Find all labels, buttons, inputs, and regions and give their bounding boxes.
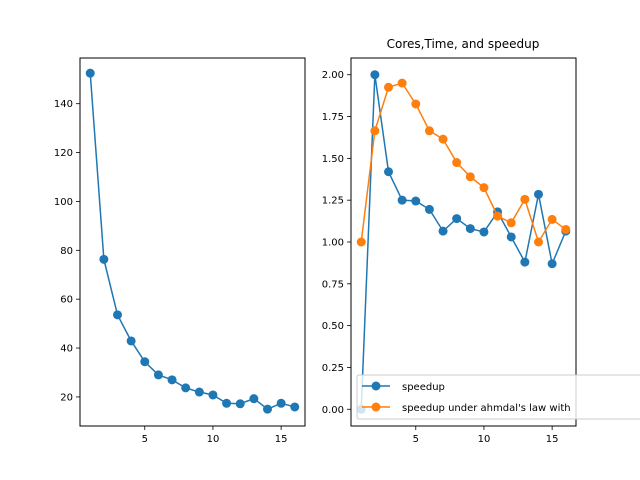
data-point	[397, 195, 407, 205]
x-tick-label: 10	[207, 434, 220, 445]
data-point	[452, 214, 462, 224]
y-tick-label: 60	[60, 295, 73, 306]
data-point	[126, 336, 136, 346]
data-point	[534, 237, 543, 247]
y-tick-label: 0.50	[322, 321, 344, 332]
y-tick-label: 0.75	[322, 279, 344, 290]
data-point	[424, 204, 434, 214]
data-point	[153, 370, 163, 380]
time-plot-y-axis: 20 40 60 80 100 120 140	[54, 99, 80, 403]
speedup-plot-x-axis: 5 10 15	[413, 426, 559, 445]
data-point	[424, 126, 434, 136]
y-tick-label: 100	[54, 197, 73, 208]
time-plot-frame	[79, 57, 306, 427]
y-tick-label: 1.75	[322, 112, 344, 123]
y-tick-label: 120	[54, 148, 73, 159]
y-tick-label: 40	[60, 344, 73, 355]
legend-label-speedup: speedup	[402, 382, 445, 393]
data-point	[222, 398, 232, 408]
time-plot: 5 10 15 20 40 60 80 100 120 140	[54, 57, 306, 445]
legend-entry-speedup: speedup	[362, 381, 445, 393]
speedup-plot-y-axis: 0.00 0.25 0.50 0.75 1.00 1.25 1.50 1.75 2.00	[322, 70, 351, 416]
x-tick-label: 15	[275, 434, 288, 445]
data-point	[384, 82, 393, 92]
data-point	[276, 398, 286, 408]
x-tick-label: 15	[546, 434, 559, 445]
data-point	[520, 194, 530, 204]
data-point	[99, 254, 109, 264]
data-point	[479, 227, 489, 237]
y-tick-label: 1.00	[322, 238, 344, 249]
data-point	[194, 387, 204, 397]
data-point	[479, 183, 489, 193]
legend-entry-ahmdal: speedup under ahmdal's law with	[362, 402, 571, 414]
speedup-plot-series-area	[356, 70, 571, 414]
legend: speedup speedup under ahmdal's law with	[356, 374, 640, 420]
data-point	[167, 375, 177, 385]
data-point	[113, 310, 122, 320]
legend-marker-speedup	[371, 381, 381, 391]
data-point	[411, 196, 421, 206]
data-point	[290, 402, 300, 412]
y-tick-label: 20	[60, 392, 73, 403]
y-tick-label: 1.50	[322, 154, 344, 165]
legend-marker-ahmdal	[371, 402, 381, 412]
data-point	[534, 189, 543, 199]
y-tick-label: 1.25	[322, 196, 344, 207]
data-point	[370, 70, 380, 80]
data-point	[520, 257, 530, 267]
legend-box	[356, 374, 640, 420]
data-point	[465, 172, 475, 182]
data-point	[356, 237, 366, 247]
data-point	[438, 226, 448, 236]
y-tick-label: 0.25	[322, 363, 344, 374]
data-point	[235, 399, 245, 409]
series-line	[360, 74, 567, 410]
data-point	[397, 78, 407, 88]
data-point	[506, 218, 516, 228]
x-tick-label: 5	[413, 434, 419, 445]
data-point	[208, 390, 218, 400]
data-point	[452, 158, 462, 168]
data-point	[438, 134, 448, 144]
data-point	[249, 394, 259, 404]
series-line	[89, 73, 295, 411]
data-point	[547, 259, 557, 269]
series-line	[360, 82, 567, 244]
data-point	[547, 214, 557, 224]
data-point	[263, 404, 272, 414]
data-point	[561, 224, 571, 234]
data-point	[140, 357, 150, 367]
data-point	[384, 167, 393, 177]
y-tick-label: 2.00	[322, 70, 344, 81]
data-point	[411, 99, 421, 109]
data-point	[370, 126, 380, 136]
y-tick-label: 0.00	[322, 405, 344, 416]
data-point	[506, 232, 516, 242]
legend-label-ahmdal: speedup under ahmdal's law with	[402, 403, 571, 414]
speedup-plot-title: Cores,Time, and speedup	[387, 37, 540, 51]
data-point	[85, 68, 95, 78]
data-point	[493, 211, 503, 221]
y-tick-label: 140	[54, 99, 73, 110]
data-point	[465, 224, 475, 234]
data-point	[181, 383, 191, 393]
time-plot-series-area	[85, 68, 300, 414]
time-plot-x-axis: 5 10 15	[142, 426, 288, 445]
speedup-plot: Cores,Time, and speedup 5 10 15 0.000.250.…	[322, 37, 640, 445]
x-tick-label: 5	[142, 434, 148, 445]
x-tick-label: 10	[478, 434, 491, 445]
y-tick-label: 80	[60, 246, 73, 257]
